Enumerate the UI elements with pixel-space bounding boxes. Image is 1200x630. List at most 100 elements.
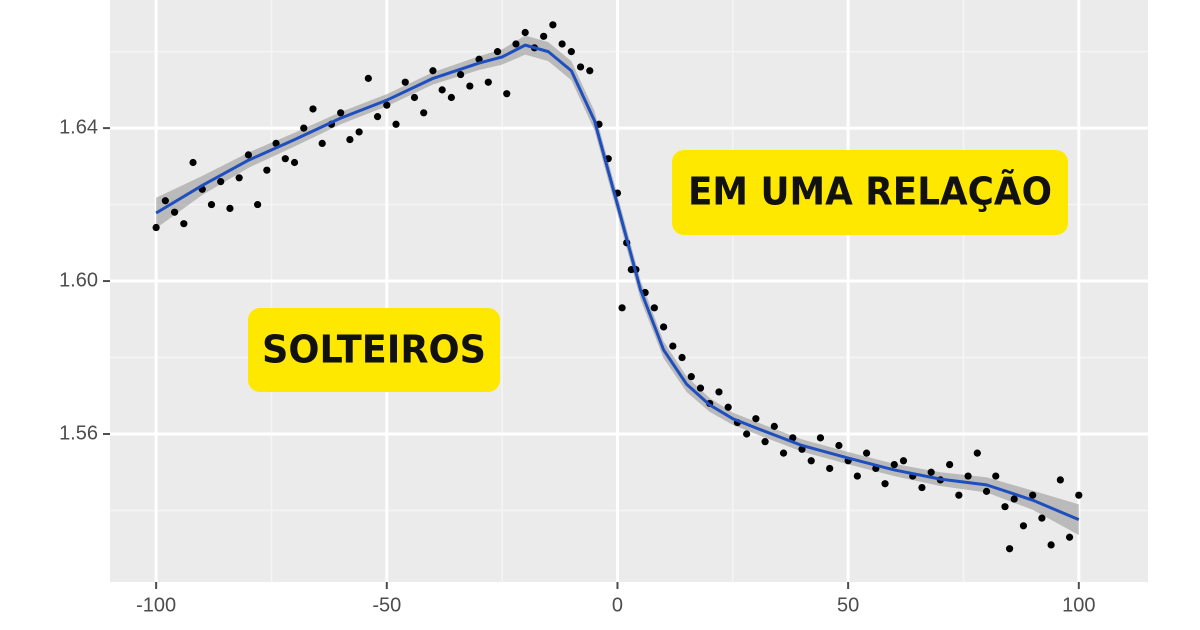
data-point: [337, 109, 345, 117]
data-point: [170, 208, 179, 216]
annotation: EM UMA RELAÇÃO: [688, 170, 1052, 214]
data-point: [586, 67, 594, 75]
data-point: [576, 63, 585, 71]
data-point: [982, 487, 991, 495]
data-point: [807, 457, 815, 465]
x-tick-label: -50: [372, 594, 401, 616]
data-point: [992, 472, 1000, 480]
data-point: [254, 200, 262, 209]
data-point: [973, 449, 981, 457]
data-point: [752, 415, 760, 423]
data-point: [300, 124, 308, 132]
data-point: [364, 74, 372, 82]
data-point: [1065, 533, 1074, 541]
data-point: [826, 464, 834, 473]
data-point: [383, 101, 391, 109]
x-tick-label: -100: [136, 594, 176, 616]
annotations: SOLTEIROS EM UMA RELAÇÃO: [248, 150, 1068, 392]
annotation-box: [248, 308, 500, 392]
data-point: [862, 449, 871, 457]
data-point: [890, 461, 898, 469]
smooth-line: [155, 43, 1080, 522]
data-point: [1075, 491, 1083, 499]
data-point: [540, 32, 548, 40]
data-point: [567, 48, 575, 56]
data-point: [512, 40, 520, 48]
data-point: [946, 461, 954, 469]
data-point: [392, 120, 400, 128]
data-point: [835, 441, 843, 450]
data-point: [650, 304, 658, 312]
data-point: [493, 48, 502, 56]
data-point: [1001, 503, 1009, 511]
data-point: [466, 82, 474, 90]
data-point: [503, 90, 511, 98]
data-point: [789, 434, 797, 442]
data-point: [355, 128, 363, 136]
data-point: [687, 373, 695, 381]
data-point: [669, 342, 677, 350]
data-point: [429, 67, 437, 75]
data-point: [1029, 491, 1037, 499]
data-point: [1038, 514, 1046, 522]
data-point: [761, 438, 769, 446]
x-tick-label: 100: [1062, 594, 1095, 616]
y-tick-label: 1.56: [59, 422, 98, 444]
data-point: [272, 139, 280, 147]
data-point: [816, 434, 825, 442]
data-point: [189, 158, 197, 167]
data-point: [290, 158, 299, 167]
data-point: [207, 200, 216, 209]
data-point: [152, 223, 160, 232]
data-point: [964, 472, 972, 480]
data-point: [724, 403, 732, 411]
data-point: [715, 388, 723, 396]
plot-panel: [110, 0, 1148, 582]
data-point: [1006, 545, 1014, 553]
data-point: [161, 197, 169, 205]
data-point: [281, 155, 289, 163]
data-point: [410, 93, 419, 102]
data-point: [1047, 541, 1055, 549]
data-point: [1019, 522, 1028, 530]
x-tick-label: 50: [837, 594, 859, 616]
data-point: [1056, 476, 1064, 484]
data-point: [447, 93, 455, 102]
data-point: [235, 174, 243, 182]
data-point: [263, 166, 271, 174]
data-point: [927, 468, 935, 476]
data-point: [438, 86, 446, 94]
data-point: [678, 353, 686, 362]
data-point: [180, 220, 188, 228]
data-point: [318, 139, 326, 147]
data-point: [660, 323, 668, 331]
data-point: [955, 491, 963, 499]
data-point: [373, 113, 382, 121]
data-point: [549, 21, 557, 29]
data-point: [244, 151, 252, 159]
data-point: [457, 70, 465, 79]
data-point: [779, 449, 788, 457]
data-point: [853, 472, 861, 480]
annotation: SOLTEIROS: [262, 328, 486, 372]
data-point: [696, 384, 705, 392]
data-point: [881, 480, 889, 488]
data-point: [521, 28, 529, 37]
data-point: [226, 204, 234, 213]
data-point: [558, 40, 566, 48]
data-point: [1010, 495, 1018, 503]
x-tick-label: 0: [612, 594, 623, 616]
data-point: [484, 78, 492, 86]
data-point: [217, 178, 225, 186]
data-point: [309, 105, 317, 113]
y-tick-label: 1.64: [59, 116, 98, 138]
data-point: [770, 422, 778, 430]
data-point: [618, 304, 626, 312]
data-point: [401, 78, 409, 86]
annotation-box: [672, 150, 1068, 235]
data-point: [346, 135, 354, 144]
y-tick-label: 1.60: [59, 269, 98, 291]
data-point: [420, 109, 428, 117]
data-point: [743, 430, 751, 438]
